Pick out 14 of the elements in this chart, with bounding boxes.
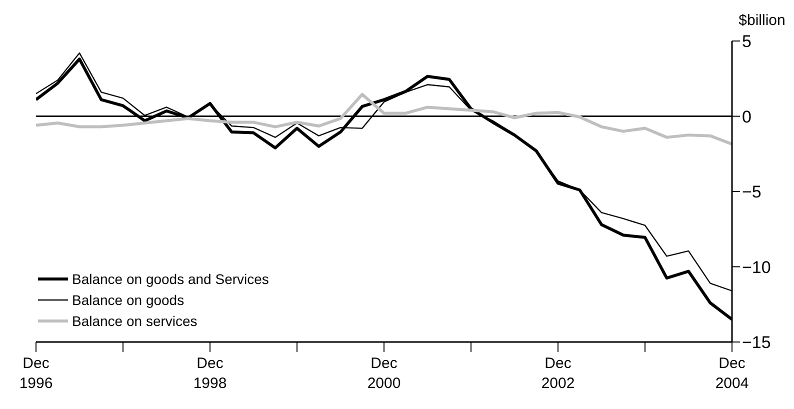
y-tick-label: 0	[742, 107, 752, 126]
legend-label: Balance on services	[72, 312, 198, 328]
y-tick-label: −10	[742, 258, 771, 277]
y-tick-label: −5	[742, 182, 762, 202]
y-tick-label: 5	[742, 32, 752, 52]
legend-label: Balance on goods	[72, 292, 184, 308]
x-tick-label: Dec 2002	[541, 355, 575, 392]
x-tick-label: Dec 1998	[193, 355, 227, 392]
y-axis-title: $billion	[738, 12, 786, 29]
x-tick-label: Dec 2000	[367, 355, 401, 392]
x-tick-label: Dec 2004	[715, 355, 749, 392]
y-tick-label: −15	[742, 333, 771, 352]
x-tick-label: Dec 1996	[19, 355, 53, 392]
legend-label: Balance on goods and Services	[72, 270, 269, 286]
